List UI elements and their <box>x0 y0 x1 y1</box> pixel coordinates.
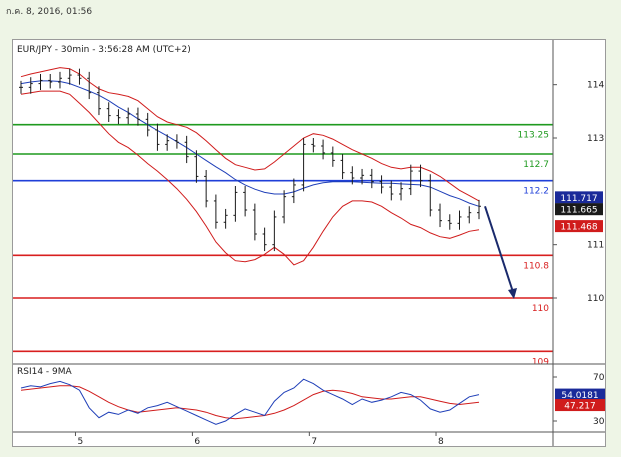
chart-title: EUR/JPY - 30min - 3:56:28 AM (UTC+2) <box>17 45 191 55</box>
price-tick-label: 111 <box>587 241 604 251</box>
level-label: 112.7 <box>523 160 549 170</box>
rsi-tick-label: 30 <box>593 417 605 427</box>
ask-price-tag-bg <box>555 191 603 204</box>
rsi-title: RSI14 - 9MA <box>17 367 73 377</box>
rsi-ma-tag-bg <box>555 399 605 412</box>
band-low-tag-bg <box>555 220 603 233</box>
chart-canvas: 113.25 112.7 112.2 110.8 110 109 54.018147.21… <box>13 40 605 446</box>
level-label: 110 <box>532 304 549 314</box>
band-low-tag: 111.468 <box>560 223 597 233</box>
bollinger-upper-line <box>20 67 480 202</box>
level-label: 112.2 <box>523 187 549 197</box>
bollinger-lower-line <box>20 90 480 266</box>
rsi-value-tag-bg <box>555 388 605 401</box>
timestamp: ก.ค. 8, 2016, 01:56 <box>6 7 93 17</box>
x-tick-label: 6 <box>194 437 200 446</box>
chart-frame: 113.25 112.7 112.2 110.8 110 109 54.0181 47.21… <box>12 39 606 447</box>
price-tick-label: 110 <box>587 294 604 304</box>
axes-layer: 114 113 111 110 70 30 5 6 7 8 111.717 111.665 111.46… <box>13 40 605 446</box>
bid-price-tag-bg <box>555 203 603 216</box>
x-tick-label: 8 <box>438 437 444 446</box>
projection-arrow-line <box>484 205 514 293</box>
rsi-ma-tag: 47.217 <box>564 402 596 412</box>
x-tick-label: 7 <box>311 437 317 446</box>
candles-layer <box>19 68 517 299</box>
moving-average-line <box>20 80 480 207</box>
x-tick-label: 5 <box>77 437 83 446</box>
level-label: 109 <box>532 357 549 367</box>
bollinger-layer <box>20 67 480 266</box>
price-tick-label: 113 <box>587 134 604 144</box>
ask-price-tag: 111.717 <box>560 194 597 204</box>
projection-arrow-head <box>508 288 517 299</box>
rsi-line <box>20 378 480 425</box>
rsi-ma-line <box>20 385 480 420</box>
level-label: 113.25 <box>518 131 550 141</box>
level-label: 110.8 <box>523 261 549 271</box>
price-tick-label: 114 <box>587 81 604 91</box>
bid-price-tag: 111.665 <box>560 206 597 216</box>
levels-layer: 113.25 112.7 112.2 110.8 110 109 <box>13 123 553 367</box>
rsi-tick-label: 70 <box>593 373 605 383</box>
rsi-value-tag: 54.0181 <box>561 391 598 401</box>
